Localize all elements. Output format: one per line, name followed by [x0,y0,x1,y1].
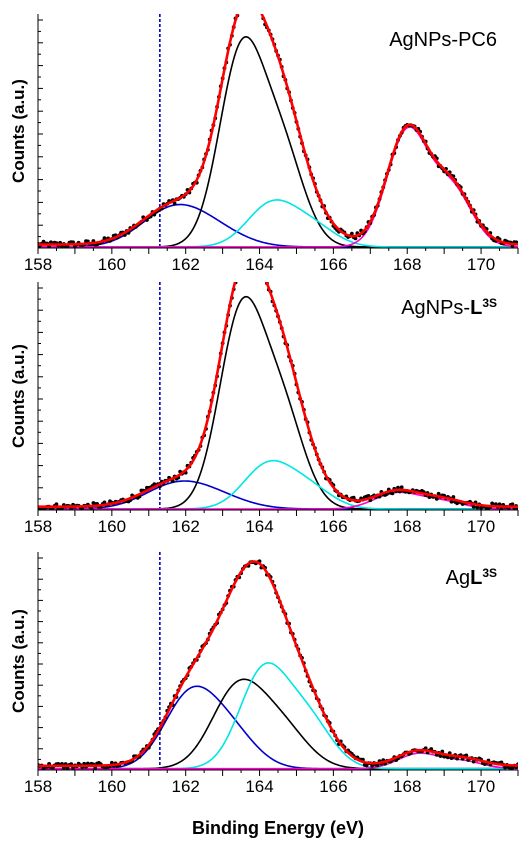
data-point [248,0,252,1]
x-tick-label: 166 [319,777,347,796]
y-axis-label: Counts (a.u.) [9,344,28,448]
x-tick-label: 170 [467,777,495,796]
x-tick-label: 162 [172,517,200,536]
panel-title-part: 3S [482,566,497,580]
data-point [263,278,267,282]
x-tick-label: 160 [98,255,126,274]
component-curve-2 [38,297,518,509]
x-tick-label: 170 [467,517,495,536]
x-tick-label: 162 [172,255,200,274]
x-tick-label: 158 [24,777,52,796]
plot-area [36,252,520,511]
panel-title: AgNPs-PC6 [389,29,497,51]
data-point [252,0,256,1]
data-point [245,0,249,1]
x-tick-label: 158 [24,517,52,536]
envelope-curve [38,562,518,766]
panel-1: 158 160 162 164 166 168 170 Counts (a.u.) AgNPs-… [9,0,520,274]
data-points [36,559,520,770]
panel-title-part: AgNPs-PC6 [389,29,497,51]
data-point [259,9,263,13]
data-point [241,258,245,262]
panel-title: AgNPs-L3S [401,296,497,319]
panel-3: 158 160 162 164 166 168 170 Counts (a.u.) AgL3S [9,552,520,796]
x-tick-label: 168 [393,777,421,796]
x-tick-label: 162 [172,777,200,796]
panel-title-part: 3S [482,296,497,310]
panel-title-part: L [470,567,482,589]
data-point [239,264,243,268]
data-points [36,252,520,511]
component-curve-3 [38,663,518,769]
x-tick-label: 164 [245,255,273,274]
x-tick-label: 168 [393,255,421,274]
x-tick-label: 170 [467,255,495,274]
x-tick-label: 166 [319,255,347,274]
data-point [235,273,239,277]
panel-title-part: L [470,297,482,319]
panel-title: AgL3S [446,566,497,589]
x-axis-label: Binding Energy (eV) [192,818,364,838]
x-tick-label: 160 [98,517,126,536]
x-tick-label: 168 [393,517,421,536]
data-point [258,7,262,11]
component-curve-2 [38,37,518,247]
panel-2: 158 160 162 164 166 168 170 Counts (a.u.) AgNPs-… [9,252,520,536]
x-tick-label: 166 [319,517,347,536]
x-tick-label: 158 [24,255,52,274]
x-tick-label: 164 [245,777,273,796]
data-point [241,0,245,2]
y-axis-label: Counts (a.u.) [9,609,28,713]
data-point [247,0,251,3]
panel-title-part: Ag [446,567,470,589]
data-point [243,0,247,2]
data-point [239,5,243,9]
component-curve-4 [38,127,518,247]
y-axis-label: Counts (a.u.) [9,79,28,183]
panel-title-part: AgNPs- [401,297,470,319]
data-point [254,0,258,4]
data-point [237,264,241,268]
x-tick-label: 160 [98,777,126,796]
data-point [256,2,260,6]
x-tick-label: 164 [245,517,273,536]
envelope-curve [38,255,518,507]
data-point [237,5,241,9]
